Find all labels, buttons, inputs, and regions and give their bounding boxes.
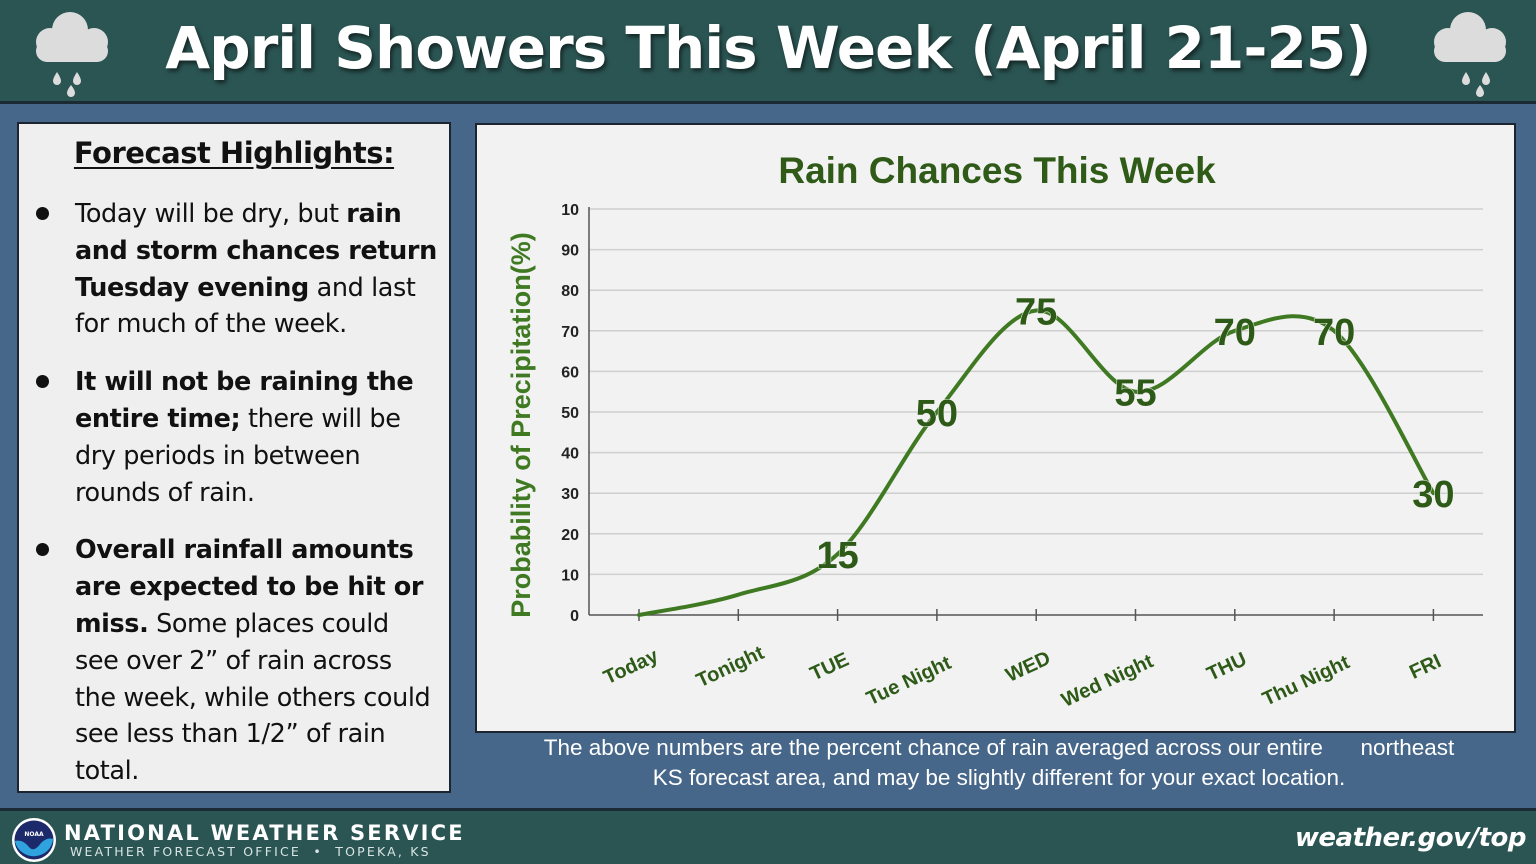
rain-cloud-icon: [36, 12, 108, 97]
bullet-icon: [36, 543, 49, 557]
y-tick-label: 60: [561, 364, 579, 381]
chart-title: Rain Chances This Week: [778, 150, 1216, 191]
footer-banner: NOAA NATIONAL WEATHER SERVICE WEATHER FO…: [0, 808, 1536, 864]
data-label: 75: [1015, 292, 1057, 334]
data-label: 70: [1214, 312, 1256, 354]
x-tick-label: Tonight: [693, 642, 768, 692]
office-name: WEATHER FORECAST OFFICE • TOPEKA, KS: [70, 844, 431, 859]
y-tick-label: 40: [561, 446, 579, 463]
y-tick-label: 10: [561, 202, 579, 219]
data-label: 55: [1114, 373, 1156, 415]
rain-cloud-icon: [1434, 12, 1506, 97]
y-tick-label: 90: [561, 243, 579, 260]
highlight-item: It will not be raining the entire time; …: [19, 364, 449, 511]
website-link[interactable]: weather.gov/top: [1294, 823, 1527, 853]
highlight-text: Some places could see over 2” of rain ac…: [75, 608, 431, 787]
x-tick-label: WED: [1002, 647, 1054, 687]
y-tick-label: 50: [561, 405, 579, 422]
highlight-emphasis: Overall rainfall amounts are expected to…: [75, 535, 424, 639]
x-tick-label: FRI: [1406, 650, 1444, 684]
x-tick-label: Thu Night: [1259, 651, 1353, 711]
highlights-heading: Forecast Highlights:: [73, 136, 395, 170]
data-label: 70: [1313, 312, 1355, 354]
data-label: 30: [1412, 474, 1454, 516]
y-tick-label: 80: [561, 283, 579, 300]
y-tick-label: 30: [561, 486, 579, 503]
x-tick-label: Tue Night: [863, 652, 955, 710]
title-banner: April Showers This Week (April 21-25): [0, 0, 1536, 104]
pop-line: [637, 308, 1436, 617]
highlights-list: Today will be dry, but rain and storm ch…: [19, 196, 449, 811]
forecast-highlights-panel: Forecast Highlights: Today will be dry, …: [17, 122, 451, 793]
svg-text:NOAA: NOAA: [24, 831, 44, 838]
highlight-emphasis: rain and storm chances return Tuesday ev…: [75, 199, 437, 303]
y-tick-label: 10: [561, 567, 579, 584]
data-label: 50: [916, 393, 958, 435]
bullet-icon: [36, 375, 49, 389]
nws-name: NATIONAL WEATHER SERVICE: [64, 821, 465, 845]
x-tick-label: Wed Night: [1058, 650, 1157, 712]
noaa-logo-icon: NOAA: [12, 818, 56, 862]
y-tick-label: 20: [561, 527, 579, 544]
y-axis-title: Probability of Precipitation(%): [506, 232, 536, 618]
highlight-text: Today will be dry, but: [75, 199, 347, 229]
rain-chances-chart: Rain Chances This Week 0 10 20 30 40 50 60 70 80 9…: [506, 150, 1483, 712]
highlight-text: there will be dry periods in between rou…: [75, 403, 401, 508]
x-tick-label: THU: [1204, 648, 1251, 685]
x-tick-label: TUE: [807, 649, 853, 686]
caption-line-2: KS forecast area, and may be slightly di…: [652, 765, 1346, 790]
page-title: April Showers This Week (April 21-25): [165, 14, 1371, 82]
highlight-text: and last for much of the week.: [75, 272, 416, 340]
caption-line-1: The above numbers are the percent chance…: [543, 735, 1455, 760]
bullet-icon: [36, 207, 49, 220]
highlight-item: Today will be dry, but rain and storm ch…: [19, 196, 449, 343]
x-tick-label: Today: [600, 645, 662, 690]
chart-caption: The above numbers are the percent chance…: [462, 733, 1536, 793]
y-tick-label: 70: [561, 324, 579, 341]
highlight-item: Overall rainfall amounts are expected to…: [19, 532, 449, 790]
highlight-emphasis: It will not be raining the entire time;: [75, 367, 414, 434]
data-label: 15: [816, 535, 858, 577]
chart-panel: Rain Chances This Week 0 10 20 30 40 50 60 70 80 9…: [475, 123, 1516, 733]
y-tick-label: 0: [570, 608, 579, 625]
